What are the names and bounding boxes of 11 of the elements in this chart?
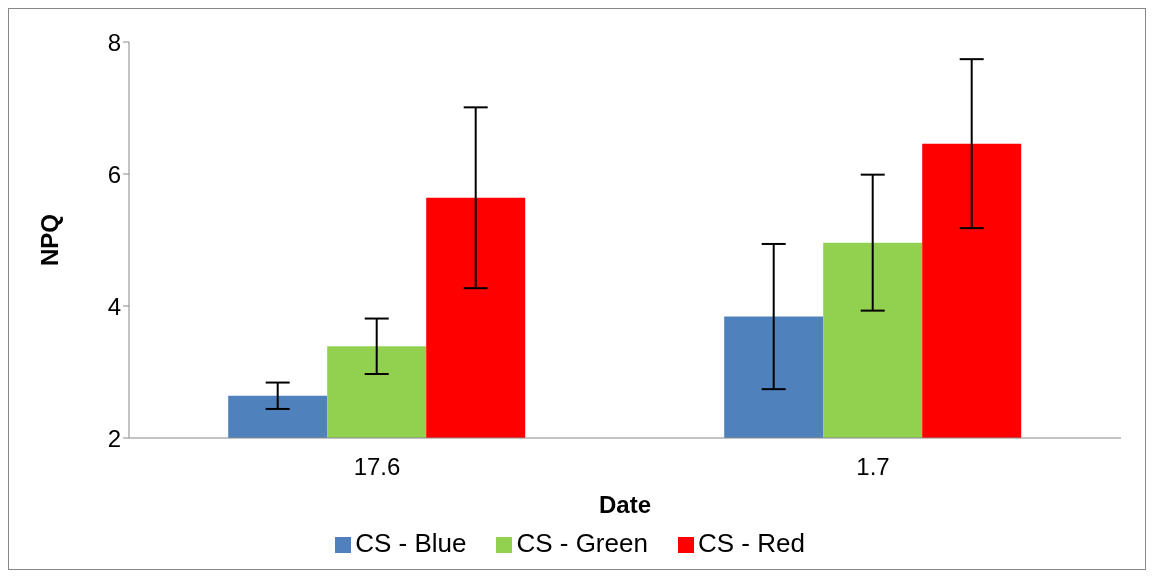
x-tick-label: 1.7 xyxy=(856,453,890,481)
legend-label: CS - Red xyxy=(697,528,805,558)
legend-label: CS - Blue xyxy=(355,528,467,558)
y-axis-title: NPQ xyxy=(35,213,63,267)
x-axis-title: Date xyxy=(598,491,652,519)
legend-label: CS - Green xyxy=(516,528,648,558)
y-tick-label: 8 xyxy=(107,28,121,56)
y-tick-label: 6 xyxy=(107,160,121,188)
y-tick-label: 2 xyxy=(107,424,121,452)
y-tick-label: 4 xyxy=(107,292,121,320)
x-tick-label: 17.6 xyxy=(353,453,401,481)
